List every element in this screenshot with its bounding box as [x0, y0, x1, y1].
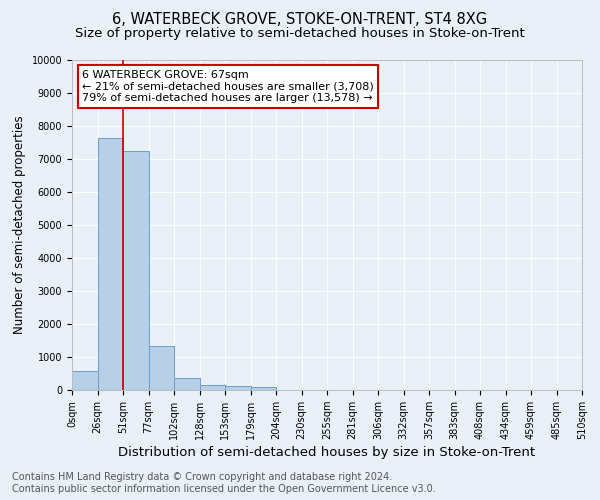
- Bar: [225, 386, 251, 390]
- Text: Contains public sector information licensed under the Open Government Licence v3: Contains public sector information licen…: [12, 484, 436, 494]
- Text: Contains HM Land Registry data © Crown copyright and database right 2024.: Contains HM Land Registry data © Crown c…: [12, 472, 392, 482]
- Text: 6 WATERBECK GROVE: 67sqm
← 21% of semi-detached houses are smaller (3,708)
79% o: 6 WATERBECK GROVE: 67sqm ← 21% of semi-d…: [82, 70, 374, 103]
- Bar: [123, 151, 149, 390]
- Y-axis label: Number of semi-detached properties: Number of semi-detached properties: [13, 116, 26, 334]
- Bar: [251, 387, 276, 390]
- Bar: [149, 346, 174, 390]
- Text: 6, WATERBECK GROVE, STOKE-ON-TRENT, ST4 8XG: 6, WATERBECK GROVE, STOKE-ON-TRENT, ST4 …: [112, 12, 488, 28]
- Bar: [174, 378, 199, 390]
- Text: Size of property relative to semi-detached houses in Stoke-on-Trent: Size of property relative to semi-detach…: [75, 28, 525, 40]
- Bar: [72, 371, 97, 390]
- X-axis label: Distribution of semi-detached houses by size in Stoke-on-Trent: Distribution of semi-detached houses by …: [118, 446, 536, 459]
- Bar: [97, 138, 123, 390]
- Bar: [199, 385, 225, 390]
